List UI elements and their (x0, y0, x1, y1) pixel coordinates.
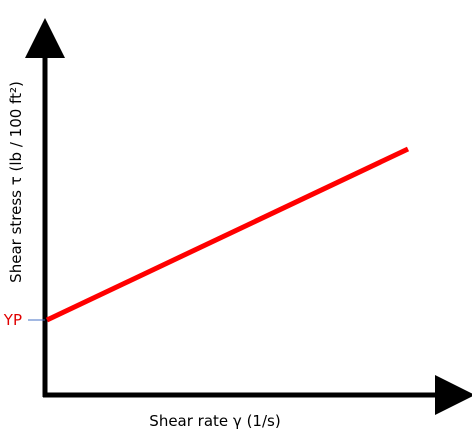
flow-curve (45, 146, 410, 323)
yield-point-label: YP (3, 311, 22, 329)
x-axis-label: Shear rate γ (1/s) (149, 412, 280, 430)
y-axis-label: Shear stress τ (lb / 100 ft²) (7, 81, 25, 283)
